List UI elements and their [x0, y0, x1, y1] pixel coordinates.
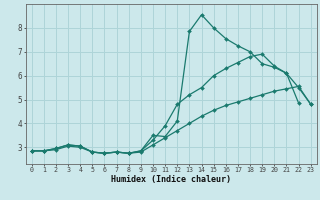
- X-axis label: Humidex (Indice chaleur): Humidex (Indice chaleur): [111, 175, 231, 184]
